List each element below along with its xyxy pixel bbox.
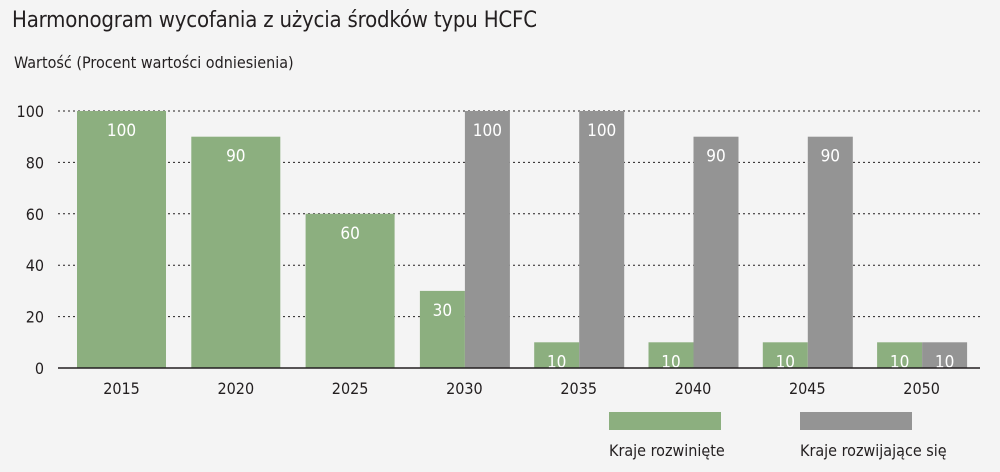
data-label-developing-2045: 90 bbox=[821, 147, 840, 167]
bar-developed-2045 bbox=[762, 342, 808, 368]
legend-label-developing: Kraje rozwijające się bbox=[800, 441, 947, 460]
y-tick-label: 60 bbox=[26, 205, 44, 224]
bar-developed-2050 bbox=[877, 342, 923, 368]
data-label-developing-2050: 10 bbox=[935, 352, 954, 372]
x-tick-label: 2035 bbox=[560, 379, 597, 398]
x-tick-label: 2050 bbox=[903, 379, 940, 398]
data-label-developed-2040: 10 bbox=[661, 352, 680, 372]
data-label-developing-2035: 100 bbox=[587, 121, 616, 141]
bar-developing-2030 bbox=[464, 111, 510, 368]
y-axis-title: Wartość (Procent wartości odniesienia) bbox=[14, 53, 294, 72]
legend-swatch-developed bbox=[609, 412, 721, 430]
data-label-developed-2025: 60 bbox=[340, 224, 359, 244]
bar-developed-2040 bbox=[648, 342, 694, 368]
y-tick-label: 0 bbox=[35, 359, 44, 378]
data-label-developed-2035: 10 bbox=[547, 352, 566, 372]
data-label-developing-2040: 90 bbox=[706, 147, 725, 167]
bar-developing-2045 bbox=[807, 136, 853, 368]
x-tick-label: 2020 bbox=[217, 379, 254, 398]
data-label-developed-2020: 90 bbox=[226, 147, 245, 167]
x-tick-label: 2040 bbox=[675, 379, 712, 398]
data-label-developed-2050: 10 bbox=[890, 352, 909, 372]
x-tick-label: 2025 bbox=[332, 379, 369, 398]
bars: 100 90 60 30 100 10 100 10 90 10 90 10 10 bbox=[77, 111, 968, 372]
bar-developed-2025 bbox=[305, 213, 395, 368]
bar-developed-2035 bbox=[534, 342, 580, 368]
y-tick-label: 20 bbox=[26, 308, 44, 327]
bar-developed-2030 bbox=[419, 290, 465, 368]
data-label-developed-2045: 10 bbox=[776, 352, 795, 372]
bar-developing-2040 bbox=[693, 136, 739, 368]
data-label-developing-2030: 100 bbox=[473, 121, 502, 141]
data-label-developed-2030: 30 bbox=[433, 301, 452, 321]
x-tick-label: 2015 bbox=[103, 379, 140, 398]
x-tick-label: 2045 bbox=[789, 379, 826, 398]
bar-developing-2035 bbox=[579, 111, 625, 368]
bar-developed-2020 bbox=[191, 136, 281, 368]
y-tick-label: 100 bbox=[17, 102, 44, 121]
chart-title: Harmonogram wycofania z użycia środków t… bbox=[12, 8, 537, 33]
legend-label-developed: Kraje rozwinięte bbox=[609, 441, 725, 460]
bar-developing-2050 bbox=[922, 342, 968, 368]
gridlines bbox=[58, 110, 980, 318]
y-tick-label: 40 bbox=[26, 256, 44, 275]
y-tick-label: 80 bbox=[26, 153, 44, 172]
data-label-developed-2015: 100 bbox=[107, 121, 136, 141]
x-tick-label: 2030 bbox=[446, 379, 483, 398]
bar-developed-2015 bbox=[77, 111, 166, 368]
legend-swatch-developing bbox=[800, 412, 912, 430]
